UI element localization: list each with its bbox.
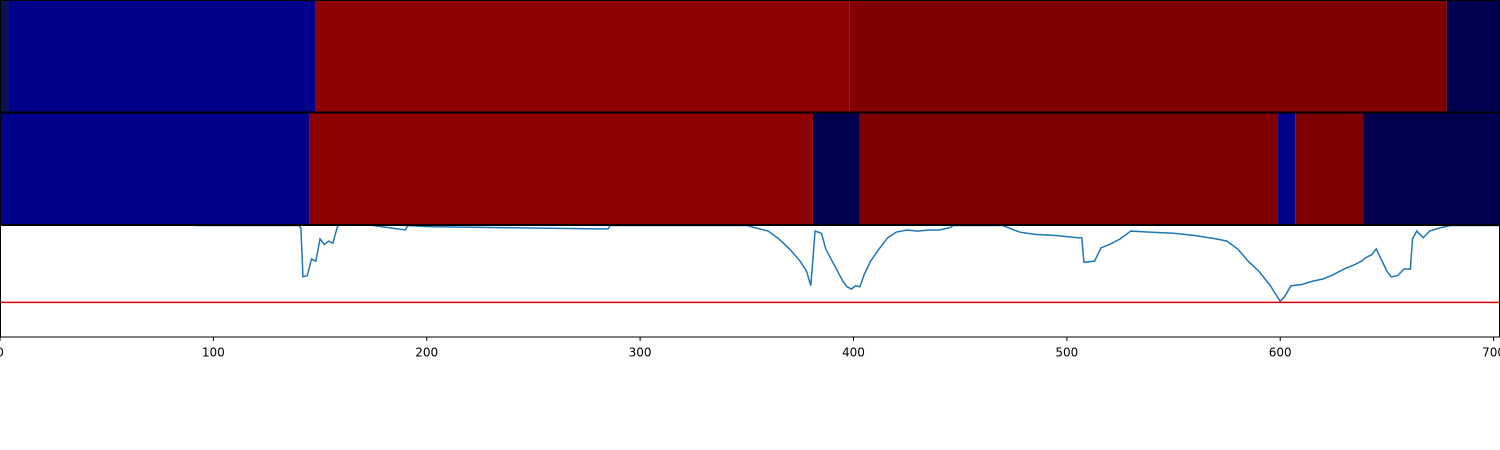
x-tick-label: 400 [842, 346, 865, 360]
data-line [190, 226, 1500, 303]
segment [0, 0, 9, 112]
segment [1295, 113, 1364, 225]
x-tick-label: 300 [629, 346, 652, 360]
x-tick-label: 100 [202, 346, 225, 360]
segment [1363, 113, 1500, 225]
segment [309, 113, 813, 225]
segment [859, 113, 1279, 225]
x-tick-label: 600 [1269, 346, 1292, 360]
segment [1446, 0, 1500, 112]
plot-area [0, 226, 1500, 304]
x-tick-label: 500 [1055, 346, 1078, 360]
segment [849, 0, 1447, 112]
segment [8, 0, 316, 112]
segment [0, 113, 310, 225]
x-tick-label: 0 [0, 346, 4, 360]
x-tick-label: 200 [415, 346, 438, 360]
segment [812, 113, 860, 225]
segment [315, 0, 850, 112]
segment [1278, 113, 1296, 225]
x-tick-label: 700 [1482, 346, 1500, 360]
axes-frame [0, 225, 1500, 338]
